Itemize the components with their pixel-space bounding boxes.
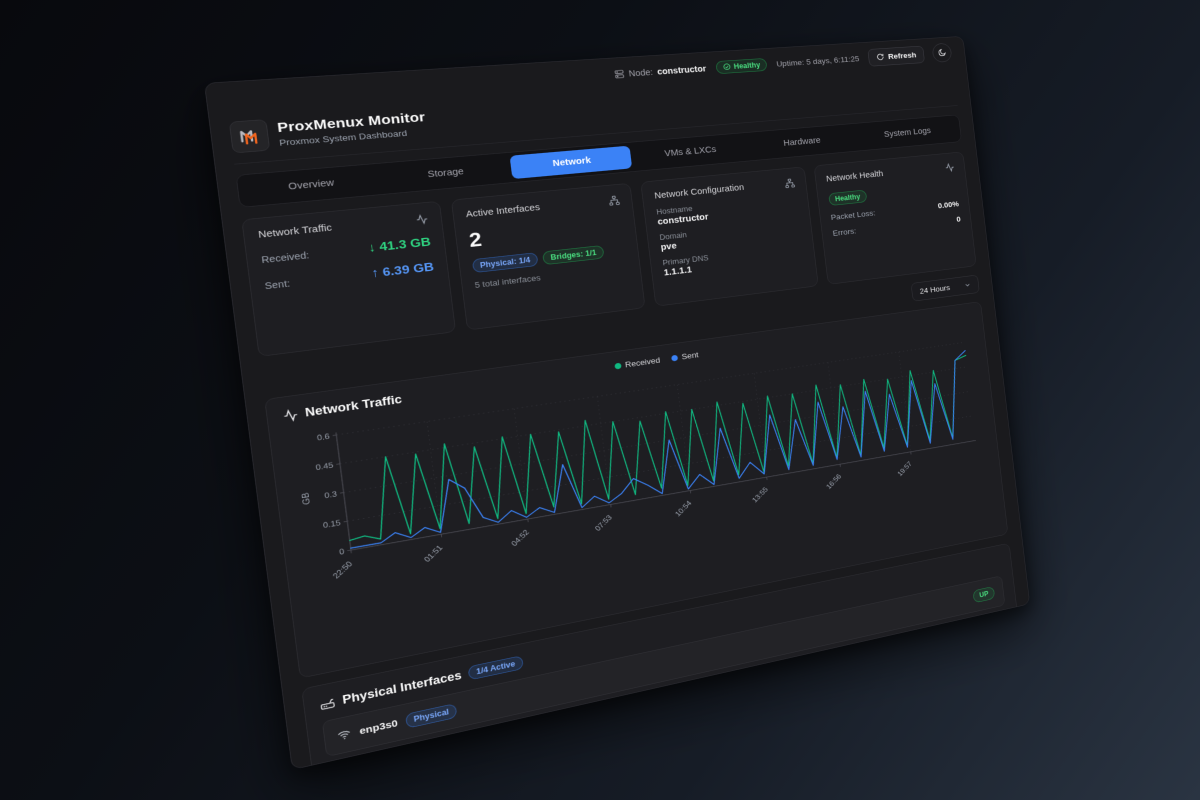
network-health-card: Network Health Healthy Packet Loss: 0.00…	[813, 151, 977, 285]
network-traffic-card-title: Network Traffic	[257, 222, 333, 241]
svg-text:16:56: 16:56	[825, 473, 843, 491]
server-icon	[613, 69, 625, 79]
health-status-badge: Healthy	[827, 189, 868, 207]
activity-icon	[945, 162, 955, 172]
moon-icon	[937, 48, 947, 57]
dashboard-window: Node: constructor Healthy Uptime: 5 days…	[204, 36, 1031, 771]
packet-loss-value: 0.00%	[937, 199, 960, 211]
svg-text:19:57: 19:57	[896, 460, 913, 478]
node-label: Node:	[628, 67, 654, 79]
network-traffic-chart: 0 0.15 0.3 0.45 0.6 22:50 01:51 04:52 07:53 10:54…	[300, 332, 990, 581]
time-range-select[interactable]: 24 Hours	[910, 274, 980, 302]
chevron-down-icon	[964, 281, 972, 289]
svg-text:10:54: 10:54	[674, 499, 694, 518]
network-configuration-card-title: Network Configuration	[653, 182, 745, 201]
check-circle-icon	[722, 63, 731, 71]
interface-name: enp3s0	[358, 717, 399, 738]
svg-text:0: 0	[339, 547, 345, 556]
sent-value: ↑ 6.39 GB	[371, 260, 435, 281]
time-range-value: 24 Hours	[919, 283, 951, 296]
node-value: constructor	[656, 63, 707, 77]
active-interfaces-card: Active Interfaces 2 Physical: 1/4 Bridge…	[450, 182, 646, 331]
network-tree-icon	[784, 178, 795, 189]
svg-text:01:51: 01:51	[422, 544, 444, 564]
errors-label: Errors:	[832, 226, 857, 238]
svg-text:13:55: 13:55	[751, 486, 770, 504]
proxmenux-logo	[228, 119, 271, 154]
received-label: Received:	[260, 249, 310, 266]
errors-value: 0	[956, 215, 962, 224]
svg-text:0.45: 0.45	[315, 461, 334, 472]
activity-icon	[415, 213, 429, 225]
health-badge: Healthy	[715, 57, 768, 75]
svg-text:04:52: 04:52	[510, 528, 531, 548]
router-icon	[319, 695, 336, 711]
activity-icon	[282, 408, 299, 423]
svg-text:0.15: 0.15	[322, 518, 341, 529]
network-traffic-chart-card: Network Traffic Received Sent 0 0.15 0.3 0.…	[264, 301, 1009, 679]
tab-network[interactable]: Network	[509, 145, 633, 180]
tab-vms-lxcs[interactable]: VMs & LXCs	[664, 144, 717, 159]
svg-text:07:53: 07:53	[593, 513, 613, 532]
chart-title: Network Traffic	[304, 392, 403, 420]
legend-sent-dot	[671, 354, 679, 362]
theme-toggle-button[interactable]	[931, 42, 953, 63]
svg-text:0.3: 0.3	[324, 489, 338, 500]
legend-received-dot	[614, 362, 622, 370]
network-configuration-card: Network Configuration Hostname construct…	[640, 166, 819, 307]
svg-text:GB: GB	[300, 492, 313, 506]
interface-status-badge: UP	[972, 586, 996, 604]
tab-overview[interactable]: Overview	[287, 177, 335, 193]
svg-text:0.6: 0.6	[316, 432, 330, 442]
network-health-card-title: Network Health	[825, 169, 884, 184]
refresh-icon	[876, 53, 885, 61]
active-count-badge: 1/4 Active	[467, 655, 524, 681]
wifi-icon	[336, 727, 352, 742]
refresh-button[interactable]: Refresh	[867, 45, 925, 67]
active-interfaces-card-title: Active Interfaces	[465, 202, 541, 220]
sent-label: Sent:	[264, 278, 291, 292]
network-tree-icon	[608, 195, 620, 206]
packet-loss-label: Packet Loss:	[830, 208, 876, 223]
received-value: ↓ 41.3 GB	[367, 235, 432, 256]
network-traffic-card: Network Traffic Received: ↓ 41.3 GB Sent…	[241, 200, 456, 357]
tab-storage[interactable]: Storage	[427, 166, 465, 180]
tab-hardware[interactable]: Hardware	[782, 135, 822, 149]
tab-system-logs[interactable]: System Logs	[883, 126, 932, 140]
health-badge-label: Healthy	[733, 60, 761, 71]
svg-text:22:50: 22:50	[331, 560, 354, 581]
interface-type-badge: Physical	[404, 703, 458, 729]
refresh-button-label: Refresh	[887, 50, 917, 61]
bridges-count-badge: Bridges: 1/1	[542, 245, 605, 266]
uptime-text: Uptime: 5 days, 6:11:25	[775, 54, 860, 69]
node-selector[interactable]: Node: constructor	[613, 63, 707, 80]
physical-count-badge: Physical: 1/4	[471, 252, 539, 274]
